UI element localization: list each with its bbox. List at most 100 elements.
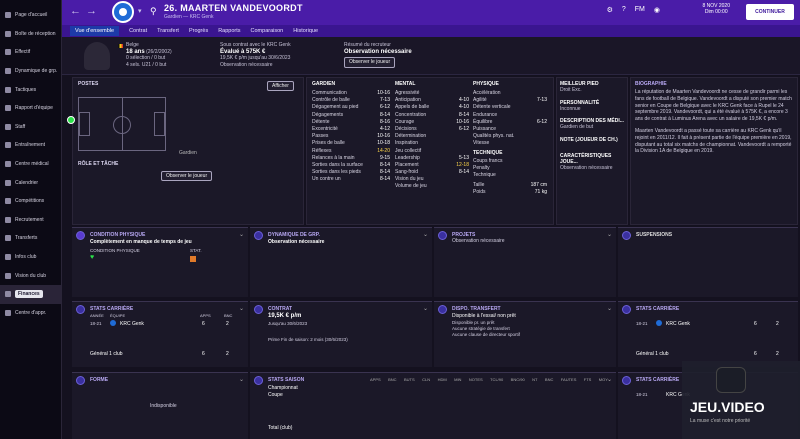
attribute-row[interactable]: Puissance — [473, 126, 547, 133]
attribute-row[interactable]: Équilibre 6-12 — [473, 119, 547, 126]
sidebar-item-scouting[interactable]: Recrutement — [0, 211, 61, 230]
show-dropdown[interactable]: Afficher — [267, 81, 294, 91]
attribute-row[interactable]: Endurance — [473, 112, 547, 119]
contract-card[interactable]: CONTRAT 19,5K € p/m Jusqu'au 30/6/2023 P… — [250, 301, 432, 367]
help-icon[interactable]: ? — [621, 6, 626, 13]
chevron-down-icon[interactable]: ⌄ — [238, 377, 244, 383]
attribute-row[interactable]: Jeu collectif — [395, 148, 469, 155]
attribute-row[interactable]: Anticipation 4-10 — [395, 97, 469, 104]
form-title[interactable]: FORME — [90, 377, 109, 383]
attribute-row[interactable]: Dégagements 8-14 — [312, 112, 390, 119]
attribute-row[interactable]: Prises de balle 10-18 — [312, 140, 390, 147]
sidebar-item-staff[interactable]: Staff — [0, 118, 61, 137]
condition-title[interactable]: CONDITION PHYSIQUE — [90, 232, 146, 238]
chevron-down-icon[interactable]: ▾ — [138, 8, 142, 15]
sidebar-item-trophy[interactable]: Compétitions — [0, 192, 61, 211]
forward-arrow-icon[interactable]: → — [86, 5, 97, 17]
suspensions-card[interactable]: SUSPENSIONS — [618, 227, 798, 297]
back-arrow-icon[interactable]: ← — [70, 5, 81, 17]
sidebar-item-training[interactable]: Entraînement — [0, 136, 61, 155]
attribute-row[interactable]: Placement 12-18 — [395, 162, 469, 169]
season-column-header[interactable]: HDM — [437, 377, 447, 382]
tab-contract[interactable]: Contrat — [129, 28, 148, 34]
attribute-row[interactable]: Décisions 6-12 — [395, 126, 469, 133]
attribute-row[interactable]: Penalty — [473, 165, 547, 172]
tab-overview[interactable]: Vue d'ensemble — [70, 26, 120, 36]
attribute-row[interactable]: Réflexes 14-20 — [312, 148, 390, 155]
sidebar-item-club-info[interactable]: Infos club — [0, 248, 61, 267]
tab-comparison[interactable]: Comparaison — [250, 28, 284, 34]
tab-history[interactable]: Historique — [293, 28, 319, 34]
continue-button[interactable]: CONTINUER — [746, 4, 794, 20]
season-column-header[interactable]: BUTS — [404, 377, 415, 382]
projects-title[interactable]: PROJETS — [452, 232, 476, 238]
season-stats-card[interactable]: STATS SAISON APPS BNC BUTS CLN HDM MIN NOTES TC… — [250, 372, 616, 439]
search-icon[interactable]: ⚲ — [150, 6, 157, 16]
season-column-header[interactable]: BNC — [544, 377, 554, 382]
attribute-row[interactable]: Sorties dans les pieds 8-14 — [312, 169, 390, 176]
season-column-header[interactable]: BNC/90 — [510, 377, 525, 382]
observe-player-button[interactable]: Observer le joueur — [344, 57, 396, 68]
tab-transfer[interactable]: Transfert — [157, 28, 179, 34]
globe-icon[interactable]: ◉ — [653, 7, 660, 14]
season-column-header[interactable]: MIN — [454, 377, 462, 382]
sidebar-item-tactics[interactable]: Tactiques — [0, 80, 61, 99]
attribute-row[interactable]: Inspiration — [395, 140, 469, 147]
attribute-row[interactable]: Agilité 7-13 — [473, 97, 547, 104]
projects-card[interactable]: PROJETS Observation nécessaire ⌄ — [434, 227, 616, 297]
attribute-row[interactable]: Détermination — [395, 133, 469, 140]
season-title[interactable]: STATS SAISON — [268, 377, 305, 383]
attribute-row[interactable]: Passes 10-16 — [312, 133, 390, 140]
transfer-title[interactable]: DISPO. TRANSFERT — [452, 306, 501, 312]
attribute-row[interactable]: Excentricité 4-12 — [312, 126, 390, 133]
season-column-header[interactable]: NOTES — [468, 377, 483, 382]
career-stats-card-1[interactable]: STATS CARRIÈRE ANNÉE ÉQUIPE APPS BNC 18-… — [72, 301, 248, 367]
attribute-row[interactable]: Agressivité — [395, 90, 469, 97]
attribute-row[interactable]: Communication 10-16 — [312, 90, 390, 97]
season-column-header[interactable]: BNC — [388, 377, 397, 382]
sidebar-item-report[interactable]: Rapport d'équipe — [0, 99, 61, 118]
attribute-row[interactable]: Concentration 8-14 — [395, 112, 469, 119]
chevron-down-icon[interactable]: ⌄ — [238, 232, 244, 238]
season-column-header[interactable]: APPS — [370, 377, 381, 382]
chevron-down-icon[interactable]: ⌄ — [238, 306, 244, 312]
attribute-row[interactable]: Dégagement au pied 6-12 — [312, 104, 390, 111]
tab-reports[interactable]: Rapports — [218, 28, 241, 34]
chevron-down-icon[interactable]: ⌄ — [606, 232, 612, 238]
attribute-row[interactable]: Détente verticale — [473, 104, 547, 111]
dynamics-title[interactable]: DYNAMIQUE DE GRP. — [268, 232, 320, 238]
sidebar-item-inbox[interactable]: Boîte de réception — [0, 25, 61, 44]
season-column-header[interactable]: FTS — [583, 377, 592, 382]
sidebar-item-vision[interactable]: Vision du club — [0, 266, 61, 285]
attribute-row[interactable]: Relances à la main 9-15 — [312, 155, 390, 162]
season-column-header[interactable]: CLN — [422, 377, 431, 382]
condition-card[interactable]: CONDITION PHYSIQUE Complètement en manqu… — [72, 227, 248, 297]
career3-team[interactable]: KRC Genk — [666, 392, 690, 398]
attribute-row[interactable]: Un contre un 8-14 — [312, 176, 390, 183]
attribute-row[interactable]: Volume de jeu — [395, 183, 469, 190]
chevron-down-icon[interactable]: ⌄ — [606, 377, 612, 383]
dynamics-card[interactable]: DYNAMIQUE DE GRP. Observation nécessaire… — [250, 227, 432, 297]
season-column-header[interactable]: MOY — [598, 377, 608, 382]
settings-icon[interactable]: ⚙ — [606, 7, 613, 14]
club-badge-icon[interactable] — [112, 1, 134, 23]
season-column-header[interactable]: TCL/90 — [490, 377, 504, 382]
attribute-row[interactable]: Accélération — [473, 90, 547, 97]
sidebar-item-finances[interactable]: Finances — [0, 284, 61, 304]
attribute-row[interactable]: Sorties dans la surface 8-14 — [312, 162, 390, 169]
sidebar-item-calendar[interactable]: Calendrier — [0, 173, 61, 192]
attribute-row[interactable]: Technique — [473, 172, 547, 179]
attribute-row[interactable]: Vitesse — [473, 140, 547, 147]
career2-team[interactable]: KRC Genk — [666, 321, 690, 327]
chevron-down-icon[interactable]: ⌄ — [422, 306, 428, 312]
transfer-status-card[interactable]: DISPO. TRANSFERT Disponible à l'essai/ n… — [434, 301, 616, 367]
sidebar-item-transfers[interactable]: Transferts — [0, 229, 61, 248]
attribute-row[interactable]: Leadership 5-13 — [395, 155, 469, 162]
chevron-down-icon[interactable]: ⌄ — [422, 232, 428, 238]
sidebar-item-squad[interactable]: Effectif — [0, 43, 61, 62]
sidebar-item-dynamics[interactable]: Dynamique de grp. — [0, 62, 61, 81]
contract-title[interactable]: CONTRAT — [268, 306, 293, 312]
sidebar-item-medical[interactable]: Centre médical — [0, 155, 61, 174]
chevron-down-icon[interactable]: ⌄ — [606, 306, 612, 312]
tab-progress[interactable]: Progrès — [188, 28, 209, 34]
